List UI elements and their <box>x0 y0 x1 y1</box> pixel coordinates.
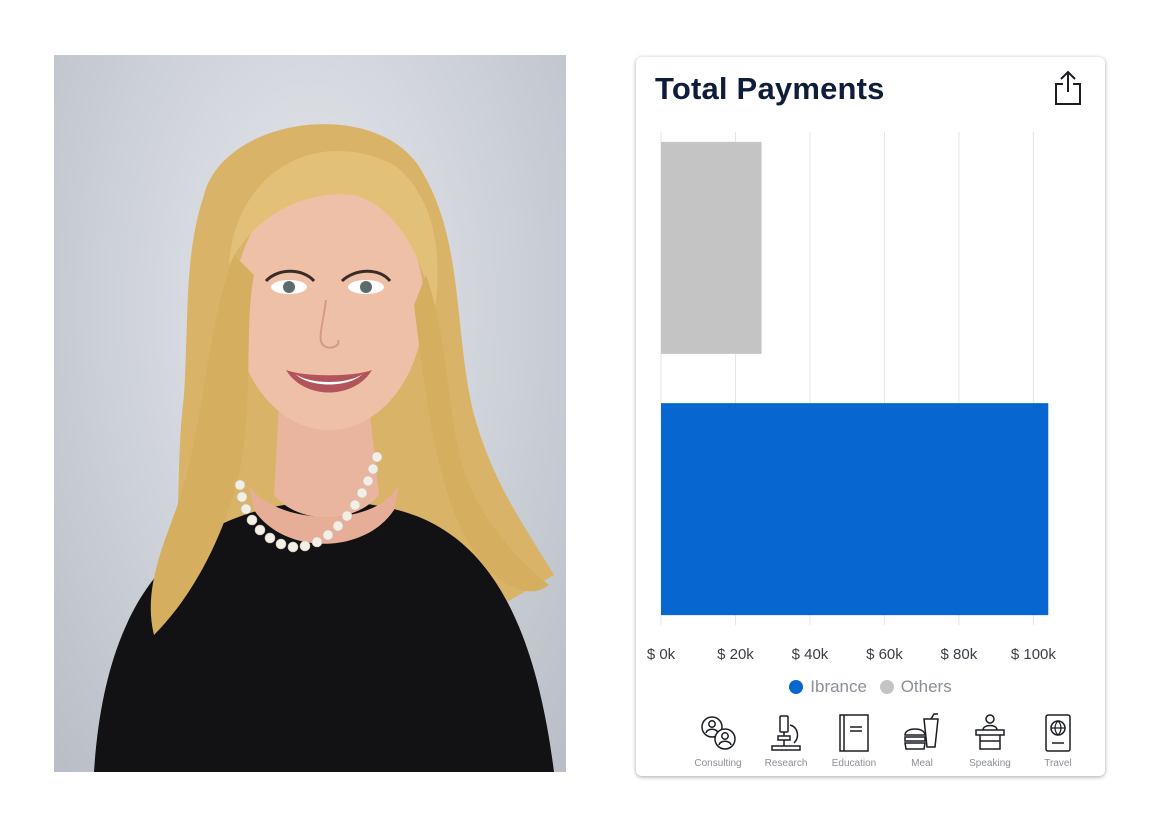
x-tick-labels: $ 0k $ 20k $ 40k $ 60k $ 80k $ 100k <box>647 646 1057 663</box>
legend-dot-ibrance <box>789 680 804 694</box>
x-tick-label: $ 0k <box>647 646 676 663</box>
category-research[interactable]: Research <box>756 713 816 769</box>
x-tick-label: $ 100k <box>1011 646 1057 663</box>
podium-icon <box>975 714 1005 750</box>
category-label-consulting: Consulting <box>694 758 742 769</box>
x-tick-label: $ 60k <box>866 646 903 663</box>
x-tick-label: $ 20k <box>717 646 754 663</box>
legend-label-ibrance: Ibrance <box>810 677 867 696</box>
total-payments-card: Total Payments $ 0k $ 20k $ 40k $ 60k $ 80k $… <box>636 57 1105 776</box>
x-tick-label: $ 40k <box>792 646 829 663</box>
category-label-speaking: Speaking <box>969 758 1011 769</box>
category-label-education: Education <box>831 758 877 769</box>
category-meal[interactable]: Meal <box>892 713 952 769</box>
legend-dot-others <box>879 680 894 694</box>
category-consulting[interactable]: Consulting <box>688 713 748 769</box>
share-icon[interactable] <box>1054 70 1082 106</box>
meal-icon <box>904 713 939 750</box>
consulting-icon <box>701 716 736 750</box>
bar-chart: $ 0k $ 20k $ 40k $ 60k $ 80k $ 100k <box>647 132 1057 663</box>
bar-ibrance[interactable] <box>661 403 1049 616</box>
category-education[interactable]: Education <box>824 713 884 769</box>
category-travel[interactable]: Travel <box>1028 713 1088 769</box>
legend-item-others[interactable]: Others <box>879 677 952 697</box>
portrait-photo <box>54 55 566 772</box>
card-title: Total Payments <box>655 71 885 106</box>
legend-label-others: Others <box>900 677 952 696</box>
bars <box>661 141 1049 616</box>
category-label-travel: Travel <box>1044 758 1072 769</box>
payment-category-bar: Consulting Research Education <box>688 713 1088 769</box>
category-label-research: Research <box>764 758 808 769</box>
book-icon <box>839 714 869 752</box>
legend-item-ibrance[interactable]: Ibrance <box>789 677 867 697</box>
chart-legend: Ibrance Others <box>636 677 1105 699</box>
portrait-illustration <box>94 124 554 772</box>
x-tick-label: $ 80k <box>941 646 978 663</box>
passport-icon <box>1045 714 1071 752</box>
category-label-meal: Meal <box>911 758 933 769</box>
bar-others[interactable] <box>661 141 762 354</box>
category-speaking[interactable]: Speaking <box>960 713 1020 769</box>
microscope-icon <box>771 715 801 751</box>
